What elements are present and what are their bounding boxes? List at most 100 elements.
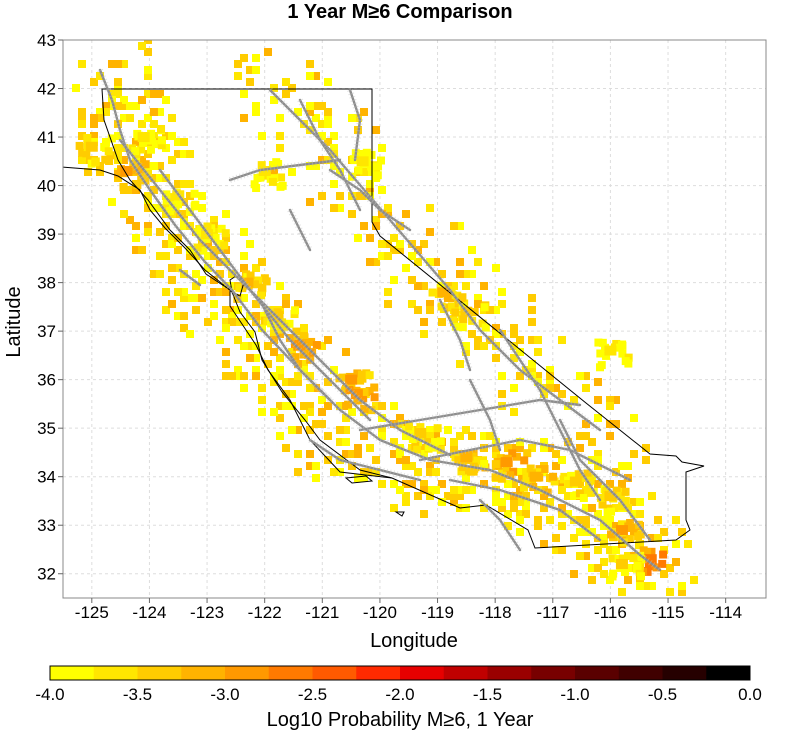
probability-cell <box>614 491 623 500</box>
probability-cell <box>221 229 230 238</box>
probability-cell <box>414 258 422 266</box>
probability-cell <box>330 144 338 152</box>
probability-cell <box>240 372 248 380</box>
probability-cell <box>138 120 146 128</box>
probability-cell <box>204 264 212 272</box>
x-tick-label: -115 <box>652 603 685 622</box>
probability-cell <box>462 504 470 512</box>
probability-cell <box>166 206 175 215</box>
probability-cell <box>330 180 338 188</box>
probability-cell <box>300 402 308 410</box>
probability-cell <box>300 366 308 374</box>
probability-cell <box>210 216 218 224</box>
probability-cell <box>264 342 272 350</box>
probability-cell <box>360 432 368 440</box>
probability-cell <box>510 498 518 506</box>
probability-cell <box>156 174 164 182</box>
probability-cell <box>108 60 116 68</box>
probability-cell <box>450 282 458 290</box>
probability-cell <box>106 151 115 160</box>
probability-cell <box>552 462 560 470</box>
probability-cell <box>498 498 506 506</box>
probability-cell <box>270 408 278 416</box>
y-tick-label: 33 <box>37 516 56 535</box>
probability-cell <box>598 500 607 509</box>
probability-cell <box>594 396 602 404</box>
probability-cell <box>220 241 229 250</box>
probability-cell <box>596 349 605 358</box>
fault-trace <box>448 478 602 542</box>
probability-cell <box>510 342 518 350</box>
y-tick-label: 42 <box>37 80 56 99</box>
probability-cell <box>624 359 633 368</box>
colorbar-tick-label: -1.5 <box>473 685 502 704</box>
probability-cell <box>234 336 242 344</box>
y-tick-label: 34 <box>37 468 56 487</box>
probability-cell <box>374 162 383 171</box>
probability-cell <box>426 300 434 308</box>
probability-cell <box>659 550 668 559</box>
probability-cell <box>342 348 350 356</box>
probability-cell <box>291 306 300 315</box>
probability-cell <box>481 323 490 332</box>
probability-cell <box>144 192 152 200</box>
probability-cell <box>222 306 230 314</box>
probability-cell <box>119 183 128 192</box>
probability-cell <box>534 522 542 530</box>
probability-cell <box>258 324 266 332</box>
probability-cell <box>636 582 644 590</box>
probability-cell <box>342 450 350 458</box>
y-tick-label: 32 <box>37 565 56 584</box>
probability-cell <box>600 522 608 530</box>
probability-cell <box>630 498 638 506</box>
probability-cell <box>78 60 86 68</box>
probability-cell <box>426 432 434 440</box>
probability-cell <box>186 330 194 338</box>
probability-cell <box>264 48 272 56</box>
hotspot-cell <box>293 340 306 351</box>
probability-cell <box>132 138 140 146</box>
probability-cell <box>438 318 446 326</box>
probability-cell <box>478 319 487 328</box>
probability-cell <box>672 558 680 566</box>
fault-trace <box>288 208 312 252</box>
probability-cell <box>222 288 230 296</box>
y-tick-label: 35 <box>37 419 56 438</box>
probability-cell <box>480 342 488 350</box>
probability-cell <box>586 488 595 497</box>
probability-cell <box>608 572 617 581</box>
probability-cell <box>144 204 152 212</box>
probability-cell <box>426 462 434 470</box>
colorbar-segment <box>225 666 270 680</box>
probability-cell <box>324 378 332 386</box>
probability-cell <box>498 372 506 380</box>
hotspot-cell <box>604 345 617 356</box>
probability-cell <box>75 141 84 150</box>
probability-cell <box>504 480 512 488</box>
probability-cell <box>614 554 623 563</box>
x-tick-label: -122 <box>248 603 282 622</box>
colorbar-frame <box>49 665 751 681</box>
probability-cell <box>114 169 123 178</box>
probability-cell <box>543 488 552 497</box>
probability-cell <box>102 108 110 116</box>
probability-cell <box>602 487 611 496</box>
probability-cell <box>257 161 266 170</box>
hotspot-cell <box>644 554 657 565</box>
probability-cell <box>582 516 590 524</box>
probability-cell <box>228 318 236 326</box>
y-axis-ticks: 32 33 34 35 36 37 38 39 40 41 42 43 <box>37 31 63 584</box>
probability-cell <box>516 498 524 506</box>
probability-cell <box>459 315 468 324</box>
probability-cell <box>480 303 489 312</box>
x-tick-label: -125 <box>75 603 109 622</box>
probability-cell <box>432 468 440 476</box>
probability-cell <box>424 438 433 447</box>
hotspot-cell <box>120 166 133 177</box>
probability-cell <box>258 384 266 392</box>
probability-cell <box>294 450 302 458</box>
probability-cell <box>360 474 368 482</box>
x-tick-label: -118 <box>479 603 512 622</box>
colorbar-segment <box>93 666 138 680</box>
